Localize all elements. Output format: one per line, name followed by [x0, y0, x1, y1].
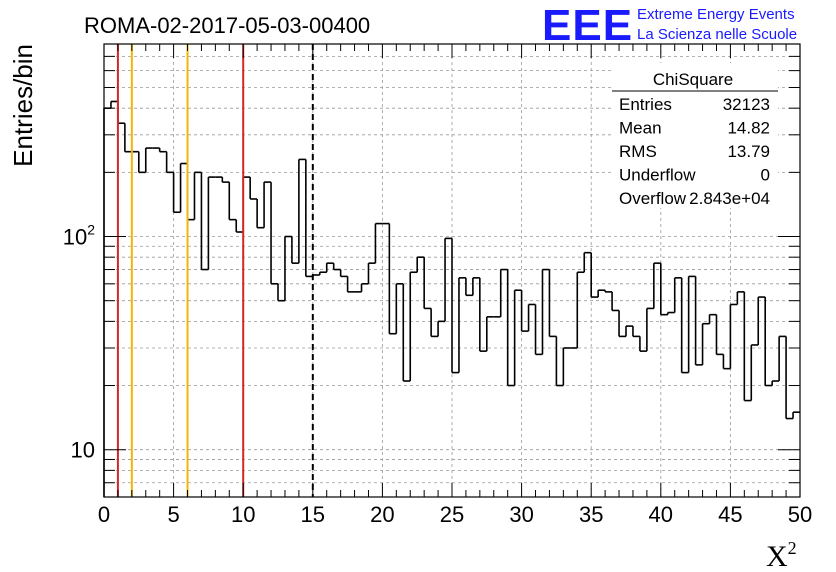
- stats-box-rows: Entries 32123 Mean 14.82 RMS 13.79 Underflow 0 O…: [619, 95, 770, 208]
- x-tick-label: 30: [509, 502, 533, 527]
- x-axis-label-base: X: [766, 540, 788, 572]
- y-tick-label: 102: [63, 222, 95, 250]
- y-tick-label-base: 10: [63, 225, 87, 250]
- x-tick-labels: 0 5 10 15 20 25 30 35 40 45 50: [98, 502, 812, 527]
- chart-title: ROMA-02-2017-05-03-00400: [84, 13, 370, 38]
- x-axis-label-exponent: 2: [788, 538, 797, 558]
- x-tick-label: 40: [649, 502, 673, 527]
- stats-label: Overflow: [619, 189, 687, 208]
- y-tick-label: 10: [71, 438, 95, 463]
- y-tick-label-exponent: 2: [87, 222, 95, 238]
- stats-box-background: [612, 63, 778, 208]
- eee-logo: EEE Extreme Energy Events La Scienza nel…: [542, 1, 797, 50]
- eee-logo-mark: EEE: [542, 1, 633, 50]
- stats-value: 32123: [723, 95, 770, 114]
- eee-logo-line1: Extreme Energy Events: [637, 6, 795, 23]
- eee-logo-line2: La Scienza nelle Scuole: [637, 26, 797, 43]
- stats-value: 13.79: [727, 142, 770, 161]
- y-tick-label-base: 10: [71, 438, 95, 463]
- axis-ticks: [103, 43, 801, 498]
- stats-value: 0: [761, 166, 770, 185]
- stats-label: Entries: [619, 95, 672, 114]
- x-tick-label: 5: [167, 502, 179, 527]
- reference-lines: [116, 44, 314, 497]
- stats-box-title: ChiSquare: [653, 70, 733, 89]
- stats-label: Underflow: [619, 166, 696, 185]
- x-tick-label: 0: [98, 502, 110, 527]
- x-tick-label: 15: [301, 502, 325, 527]
- x-tick-label: 20: [370, 502, 394, 527]
- x-tick-label: 35: [579, 502, 603, 527]
- y-axis-label: Entries/bin: [8, 44, 38, 167]
- x-tick-label: 10: [231, 502, 255, 527]
- stats-label: RMS: [619, 142, 657, 161]
- x-axis-label: X2: [766, 538, 797, 572]
- x-tick-label: 50: [788, 502, 812, 527]
- stats-box: ChiSquare Entries 32123 Mean 14.82 RMS 13.79 U…: [612, 63, 778, 208]
- x-tick-label: 25: [440, 502, 464, 527]
- stats-label: Mean: [619, 119, 662, 138]
- histogram-bars: [103, 100, 800, 497]
- x-tick-label: 45: [718, 502, 742, 527]
- stats-value: 14.82: [727, 119, 770, 138]
- stats-value: 2.843e+04: [689, 189, 770, 208]
